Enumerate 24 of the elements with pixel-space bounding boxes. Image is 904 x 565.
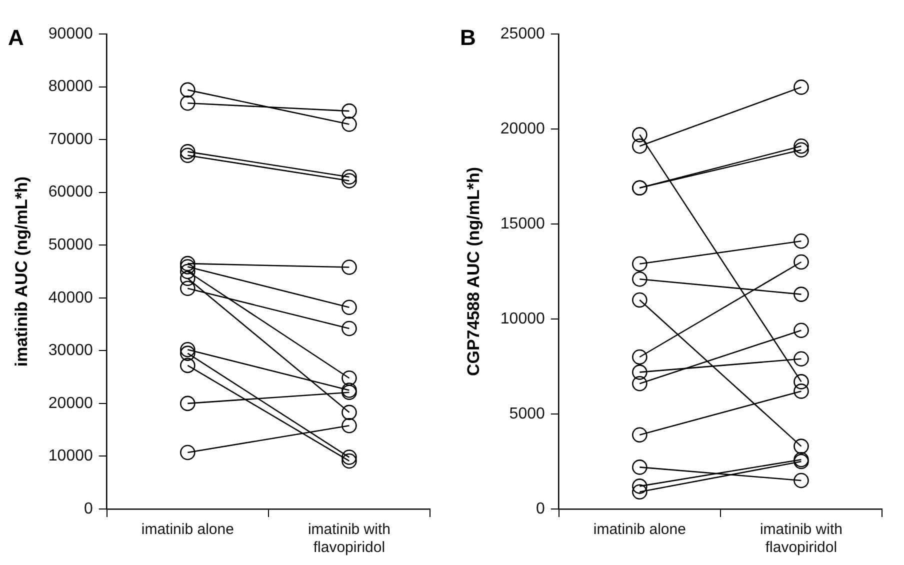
y-tick-label: 20000	[500, 120, 545, 138]
chart-title: B	[460, 25, 476, 50]
y-axis-title: imatinib AUC (ng/mL*h)	[12, 176, 31, 367]
y-tick-label: 30000	[48, 342, 93, 360]
y-tick-label: 50000	[48, 236, 93, 254]
y-tick-label: 0	[84, 500, 93, 518]
y-tick-label: 0	[536, 500, 545, 518]
x-tick-label: imatinib alone	[593, 521, 686, 538]
y-tick-label: 90000	[48, 25, 93, 42]
y-tick-label: 60000	[48, 184, 93, 201]
y-axis-title: CGP74588 AUC (ng/mL*h)	[464, 166, 483, 376]
chart-title: A	[8, 25, 24, 50]
y-tick-label: 70000	[48, 130, 93, 148]
y-tick-label: 40000	[48, 289, 93, 306]
y-tick-label: 25000	[500, 25, 545, 42]
y-tick-label: 15000	[500, 215, 545, 232]
y-tick-label: 80000	[48, 78, 93, 96]
y-tick-label: 10000	[48, 448, 93, 465]
y-tick-label: 5000	[509, 405, 545, 422]
x-tick-label: imatinib with flavopiridol	[308, 521, 390, 556]
x-tick-label: imatinib alone	[141, 521, 234, 538]
y-tick-label: 10000	[500, 310, 545, 328]
y-tick-label: 20000	[48, 394, 93, 412]
x-tick-label: imatinib with flavopiridol	[760, 521, 842, 556]
